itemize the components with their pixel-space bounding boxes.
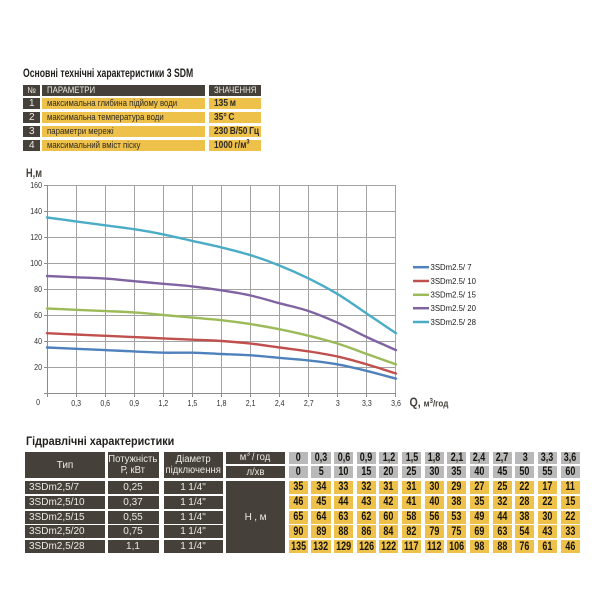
svg-text:3,6: 3,6 [391,399,401,409]
svg-text:20: 20 [34,362,42,372]
svg-text:3,3: 3,3 [362,399,372,409]
svg-text:1,2: 1,2 [158,399,168,409]
svg-text:140: 140 [30,206,42,216]
svg-text:3SDm2.5/ 20: 3SDm2.5/ 20 [431,304,477,313]
svg-text:0,9: 0,9 [129,399,139,409]
svg-text:60: 60 [34,310,42,320]
svg-text:3SDm2.5/ 28: 3SDm2.5/ 28 [431,318,477,327]
svg-text:3SDm2.5/ 10: 3SDm2.5/ 10 [431,277,477,286]
svg-text:160: 160 [30,180,42,190]
svg-text:1,5: 1,5 [188,399,198,409]
svg-text:H,м: H,м [26,168,42,180]
svg-text:2,1: 2,1 [246,399,256,409]
svg-text:80: 80 [34,284,42,294]
svg-text:0: 0 [36,398,40,408]
svg-text:3SDm2.5/ 15: 3SDm2.5/ 15 [431,290,477,299]
svg-text:3SDm2.5/ 7: 3SDm2.5/ 7 [431,263,473,272]
svg-text:40: 40 [34,336,42,346]
svg-text:0,3: 0,3 [71,399,81,409]
svg-text:2,4: 2,4 [275,399,285,409]
svg-text:0,6: 0,6 [100,399,110,409]
svg-text:1,8: 1,8 [217,399,227,409]
svg-text:2,7: 2,7 [304,399,314,409]
svg-text:3: 3 [336,399,340,409]
svg-text:Q, м3/год: Q, м3/год [410,396,449,410]
svg-text:100: 100 [30,258,42,268]
svg-text:120: 120 [30,232,42,242]
